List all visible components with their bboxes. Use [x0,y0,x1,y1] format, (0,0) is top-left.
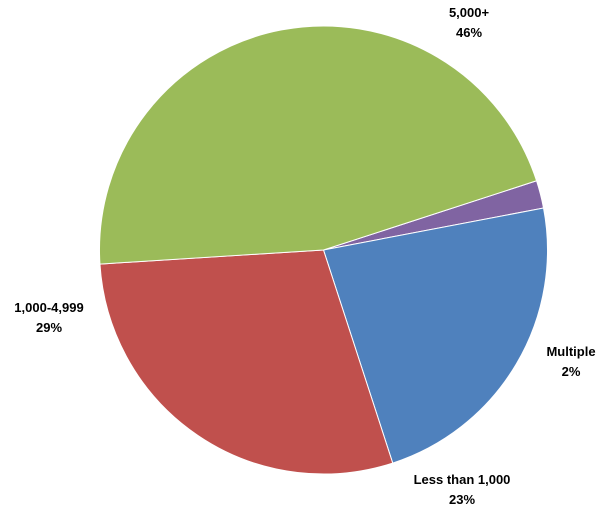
slice-value-label: 2% [562,364,581,379]
slice-category-label: 1,000-4,999 [14,300,83,315]
slice-category-label: 5,000+ [449,5,490,20]
pie-slice-1-000-4-999 [99,249,394,475]
slice-value-label: 29% [36,320,62,335]
pie-slice-less-than-1-000 [322,207,548,464]
slice-label: Less than 1,000 23% [414,472,511,507]
slice-label: 1,000-4,999 29% [14,300,83,335]
slice-category-label: Multiple [546,344,595,359]
slice-category-label: Less than 1,000 [414,472,511,487]
slice-label: Multiple 2% [546,344,595,379]
pie-slices [99,25,548,475]
slice-value-label: 46% [456,25,482,40]
slice-value-label: 23% [449,492,475,507]
pie-labels: Multiple 2% Less than 1,000 23% 1,000-4,999 2… [14,5,595,507]
slice-label: 5,000+ 46% [449,5,490,40]
pie-slice-5-000 [99,25,538,265]
